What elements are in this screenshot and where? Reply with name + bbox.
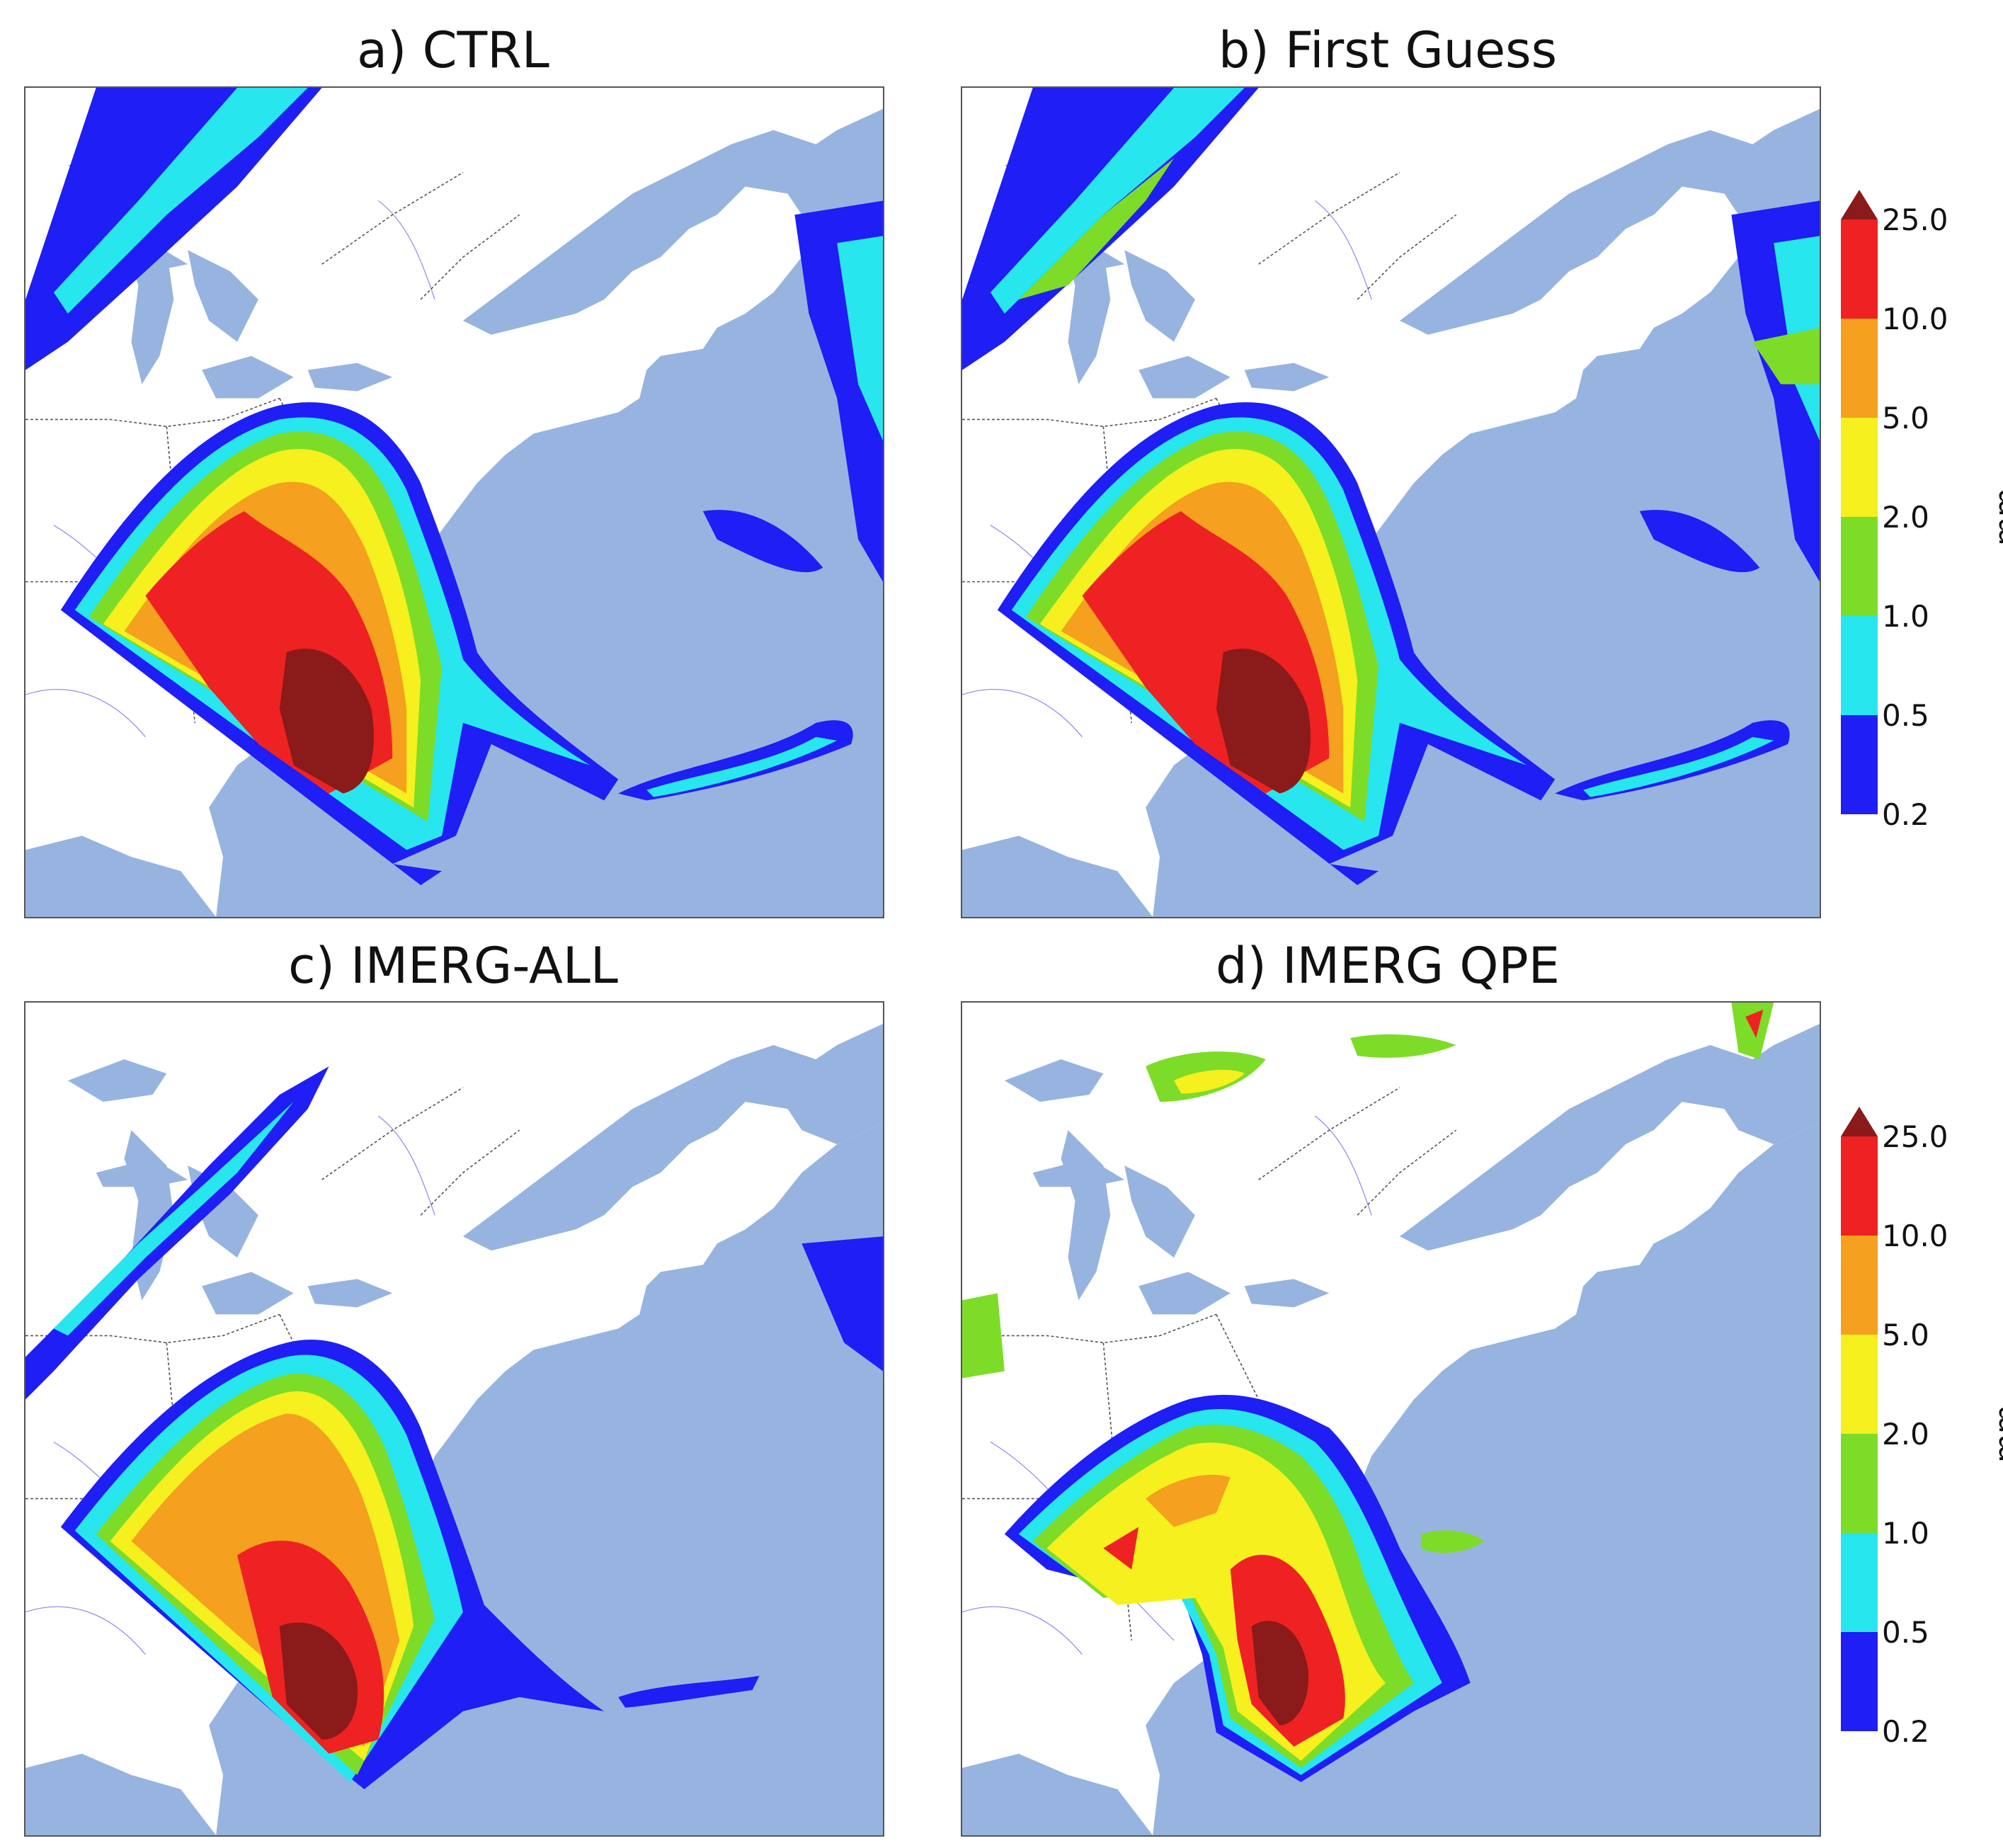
colorbar-segment bbox=[1841, 418, 1878, 517]
map-canvas bbox=[962, 1003, 1820, 1835]
colorbar: 0.2 0.5 1.0 2.0 5.0 10.0 25.0 mm bbox=[1841, 1107, 2003, 1749]
colorbar-segment bbox=[1841, 517, 1878, 616]
colorbar-segment bbox=[1841, 715, 1878, 814]
panel-title: c) IMERG-ALL bbox=[288, 937, 618, 995]
colorbar-tick-label: 0.5 bbox=[1882, 698, 1929, 733]
colorbar-segment bbox=[1841, 1136, 1878, 1236]
colorbar-bottom: 0.2 0.5 1.0 2.0 5.0 10.0 25.0 mm bbox=[1841, 1105, 2003, 1749]
colorbar-top: 0.2 0.5 1.0 2.0 5.0 10.0 25.0 mm bbox=[1841, 188, 2003, 832]
colorbar-tick-label: 25.0 bbox=[1882, 203, 1948, 237]
panel-b: b) First Guess bbox=[935, 0, 1841, 920]
panel-title: d) IMERG QPE bbox=[1216, 937, 1560, 995]
map-canvas bbox=[962, 88, 1820, 917]
colorbar-tick-label: 2.0 bbox=[1882, 500, 1929, 535]
colorbar-segment bbox=[1841, 1434, 1878, 1533]
colorbar-tick-label: 0.2 bbox=[1882, 1714, 1929, 1749]
colorbar-tick-label: 25.0 bbox=[1882, 1119, 1948, 1154]
map-canvas bbox=[25, 1003, 883, 1835]
colorbar-tick-label: 10.0 bbox=[1882, 302, 1948, 336]
map-canvas bbox=[25, 88, 883, 917]
colorbar-tick-label: 0.5 bbox=[1882, 1615, 1929, 1650]
panel-title: b) First Guess bbox=[1218, 21, 1558, 79]
colorbar-tick-label: 10.0 bbox=[1882, 1219, 1948, 1253]
colorbar-tick-label: 0.2 bbox=[1882, 797, 1929, 832]
colorbar-segment bbox=[1841, 319, 1878, 418]
colorbar-tick-label: 1.0 bbox=[1882, 1516, 1929, 1551]
colorbar-segment bbox=[1841, 616, 1878, 715]
precip-map-c bbox=[24, 1001, 884, 1837]
panel-title: a) CTRL bbox=[357, 21, 549, 79]
colorbar-unit-label: mm bbox=[1988, 1405, 2003, 1463]
colorbar-segment bbox=[1841, 219, 1878, 319]
panel-c: c) IMERG-ALL bbox=[0, 917, 906, 1837]
colorbar-extend-arrow bbox=[1841, 1107, 1878, 1136]
colorbar: 0.2 0.5 1.0 2.0 5.0 10.0 25.0 mm bbox=[1841, 190, 2003, 832]
panel-d: d) IMERG QPE bbox=[935, 917, 1841, 1837]
panel-a: a) CTRL bbox=[0, 0, 906, 920]
colorbar-tick-label: 5.0 bbox=[1882, 1318, 1929, 1352]
precip-map-b bbox=[961, 86, 1821, 918]
colorbar-segment bbox=[1841, 1533, 1878, 1632]
colorbar-unit-label: mm bbox=[1988, 488, 2003, 546]
colorbar-extend-arrow bbox=[1841, 190, 1878, 219]
colorbar-tick-label: 5.0 bbox=[1882, 401, 1929, 435]
colorbar-segment bbox=[1841, 1632, 1878, 1731]
colorbar-tick-label: 2.0 bbox=[1882, 1417, 1929, 1451]
colorbar-segment bbox=[1841, 1335, 1878, 1434]
colorbar-segment bbox=[1841, 1236, 1878, 1335]
precip-map-d bbox=[961, 1001, 1821, 1837]
colorbar-tick-label: 1.0 bbox=[1882, 599, 1929, 634]
precip-map-a bbox=[24, 86, 884, 918]
